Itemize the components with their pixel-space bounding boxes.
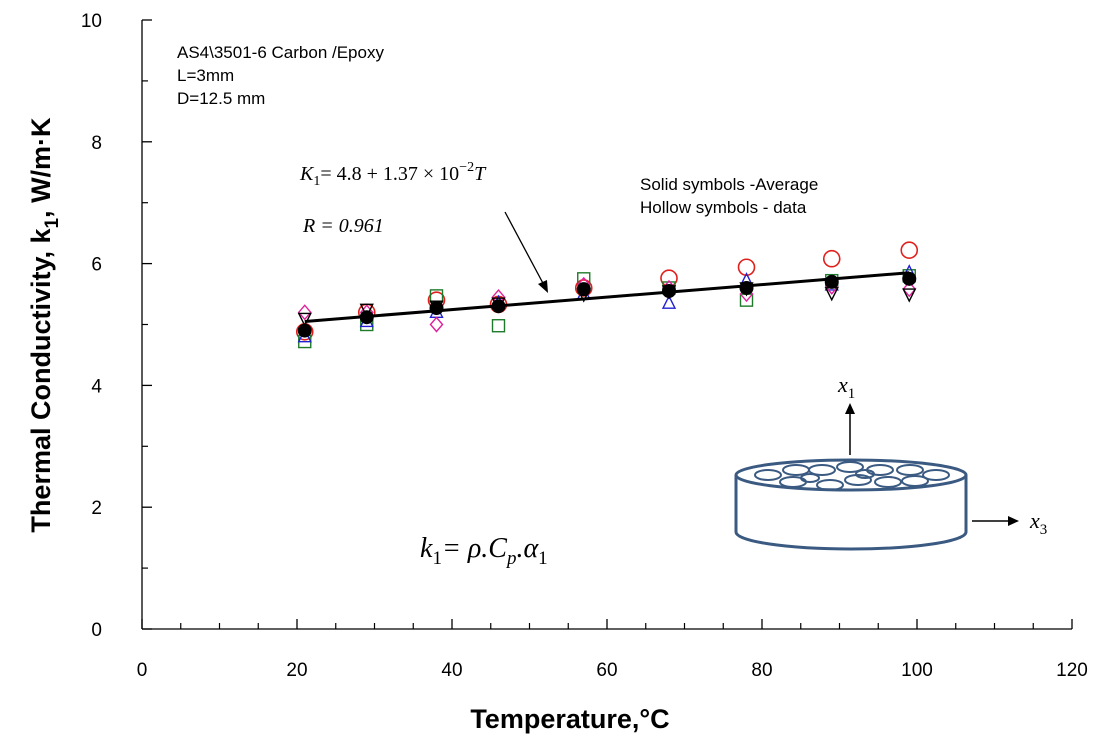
x-axis-label: Temperature,°C <box>470 704 669 734</box>
axes: 0 20 40 60 80 100 120 0 2 4 6 8 10 <box>81 11 1088 681</box>
arrow-head <box>1008 516 1019 526</box>
material-line: L=3mm <box>177 66 234 85</box>
point <box>822 249 841 268</box>
formula: k1= ρ.Cp.α1 <box>420 533 548 569</box>
x-tick-label: 0 <box>137 660 148 681</box>
y-label-main: Thermal Conductivity, k <box>26 228 56 533</box>
eq-sub: 1 <box>313 174 320 189</box>
y-tick-label: 4 <box>91 376 102 397</box>
axis-label-x1: x1 <box>837 372 855 402</box>
x3-sub: 3 <box>1040 522 1048 538</box>
marks <box>295 241 919 349</box>
point <box>900 241 919 260</box>
eq-t: T <box>474 163 487 185</box>
specimen-diagram <box>734 458 968 551</box>
point <box>429 316 444 333</box>
average-point <box>359 310 374 325</box>
y-tick-label: 6 <box>91 255 102 276</box>
x-tick-label: 80 <box>751 660 772 681</box>
cylinder-top <box>734 458 968 492</box>
note-line: Solid symbols -Average <box>640 175 818 194</box>
eq-body: = 4.8 + 1.37 × 10 <box>320 163 459 185</box>
x-tick-label: 120 <box>1056 660 1088 681</box>
fibers <box>754 461 950 491</box>
eq-k: K <box>299 163 315 185</box>
point <box>737 258 756 277</box>
formula-p: p <box>505 548 517 569</box>
average-point <box>662 284 676 299</box>
point <box>661 294 677 309</box>
point <box>902 281 917 298</box>
fit-equation: K1= 4.8 + 1.37 × 10−2T <box>299 160 487 189</box>
y-label-unit: , W/m·K <box>26 117 56 218</box>
material-line: D=12.5 mm <box>177 89 265 108</box>
point <box>491 319 506 333</box>
y-tick-label: 2 <box>91 498 102 519</box>
x1-sub: 1 <box>848 386 856 402</box>
y-tick-label: 8 <box>91 133 102 154</box>
annotation-arrow <box>504 211 546 288</box>
x-tick-label: 40 <box>441 660 462 681</box>
axis-label-x3: x3 <box>1029 508 1047 538</box>
average-point <box>902 271 917 286</box>
y-label-sub: 1 <box>42 218 63 229</box>
average-point <box>491 299 506 314</box>
formula-body: = ρ.C <box>442 533 507 564</box>
x3-x: x <box>1029 508 1040 533</box>
average-point <box>824 274 839 289</box>
eq-exp: −2 <box>459 160 474 175</box>
cylinder-side <box>734 475 968 551</box>
y-tick-label: 0 <box>91 620 102 641</box>
average-point <box>429 301 444 316</box>
point <box>902 288 917 303</box>
note-line: Hollow symbols - data <box>640 198 807 217</box>
point <box>297 304 312 321</box>
average-point <box>739 280 754 295</box>
arrow-head <box>538 280 548 293</box>
formula-k: k <box>420 533 433 564</box>
x1-x: x <box>837 372 848 397</box>
fit-line <box>304 271 910 323</box>
average-point <box>297 323 312 338</box>
y-axis-label: Thermal Conductivity, k1, W/m·K <box>26 117 63 533</box>
point <box>297 312 312 327</box>
x-tick-label: 100 <box>901 660 933 681</box>
average-point <box>576 282 591 297</box>
point <box>359 303 374 318</box>
formula-sub2: 1 <box>538 548 548 569</box>
arrow-head <box>845 403 855 414</box>
r-value: R = 0.961 <box>302 215 384 237</box>
formula-alpha: .α <box>516 533 539 564</box>
formula-sub: 1 <box>432 548 442 569</box>
x-tick-label: 60 <box>596 660 617 681</box>
y-tick-label: 10 <box>81 11 102 32</box>
x-tick-label: 20 <box>286 660 307 681</box>
material-line: AS4\3501-6 Carbon /Epoxy <box>177 43 384 62</box>
